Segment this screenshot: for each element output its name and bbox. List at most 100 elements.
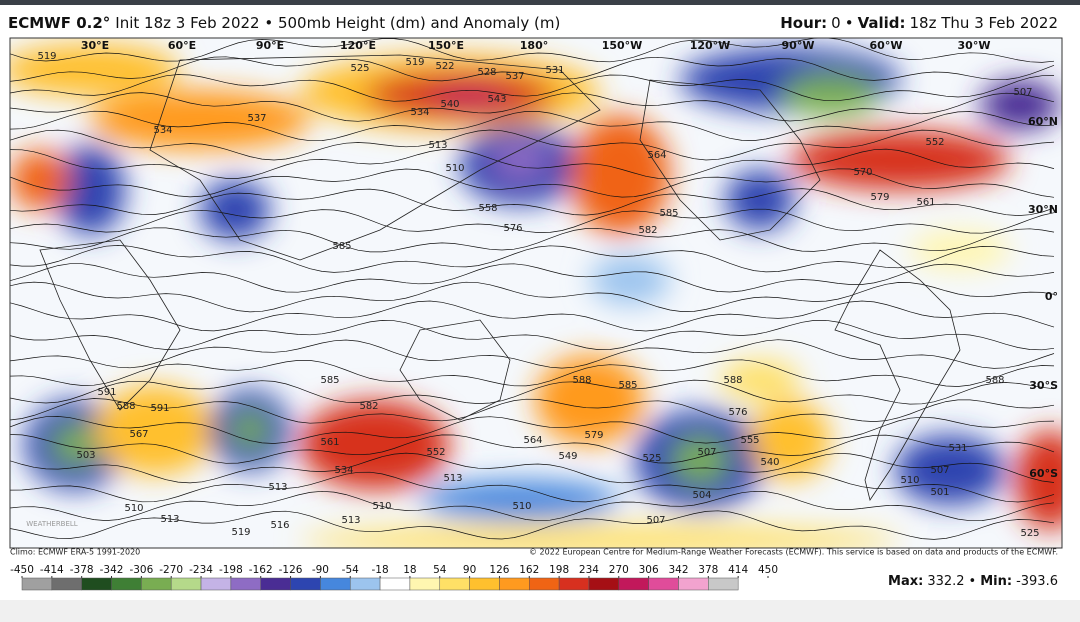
lon-label: 90°E (256, 39, 284, 52)
contour-label: 552 (426, 447, 445, 458)
colorbar-tick-label: -54 (342, 564, 359, 576)
contour-label: 513 (268, 482, 287, 493)
contour-line (10, 208, 1055, 234)
colorbar: -450 -414 -378 -342 -306 -270 -234 -198 -162 -126… (10, 564, 778, 591)
contour-line (10, 245, 1055, 273)
contour-label: 510 (124, 503, 143, 514)
contour-label: 561 (916, 197, 935, 208)
valid: 18z Thu 3 Feb 2022 (910, 14, 1058, 32)
contour-label: 576 (728, 407, 747, 418)
contour-label: 561 (320, 437, 339, 448)
contour-label: 585 (332, 241, 351, 252)
contour-label: 519 (405, 57, 424, 68)
colorbar-segment (469, 577, 500, 591)
hour-label: Hour: (780, 14, 827, 32)
colorbar-segment (290, 577, 321, 591)
contour-label: 588 (723, 375, 742, 386)
contour-label: 531 (545, 65, 564, 76)
colorbar-tick-label: -306 (129, 564, 153, 576)
colorbar-segment (558, 577, 590, 591)
colorbar-segment (51, 577, 82, 591)
colorbar-tick-label: -342 (100, 564, 124, 576)
contour-line (10, 110, 1055, 142)
contour-line (10, 281, 1055, 313)
lon-label: 120°W (690, 39, 731, 52)
contour-label: 564 (647, 150, 666, 161)
lon-label: 150°W (602, 39, 643, 52)
contour-line (10, 339, 1055, 369)
separator: • (845, 14, 854, 32)
anomaly-blob (490, 140, 550, 180)
copyright: © 2022 European Centre for Medium-Range … (529, 548, 1058, 557)
stats: Max: 332.2 • Min: -393.6 (888, 574, 1058, 589)
contour-label: 513 (341, 515, 360, 526)
contour-label: 507 (646, 515, 665, 526)
lon-label: 30°E (81, 39, 109, 52)
contour-line (10, 56, 1055, 82)
contour-label: 504 (692, 490, 711, 501)
colorbar-tick-label: 54 (433, 564, 447, 576)
contour-line (10, 471, 1055, 503)
init: Init 18z 3 Feb 2022 • 500mb Height (dm) … (115, 14, 560, 32)
colorbar-segment (349, 577, 381, 591)
contour-line (10, 92, 1055, 122)
contour-label: 558 (478, 203, 497, 214)
colorbar-tick-label: 126 (489, 564, 509, 576)
colorbar-segment (379, 577, 411, 591)
contour-label: 588 (985, 375, 1004, 386)
anomaly-blob (230, 410, 270, 450)
contour-label: 522 (435, 61, 454, 72)
colorbar-tick-label: -450 (10, 564, 34, 576)
anomaly-blob (300, 400, 450, 490)
header-left: ECMWF 0.2° Init 18z 3 Feb 2022 • 500mb He… (8, 14, 560, 32)
colorbar-tick-label: -234 (189, 564, 213, 576)
contour-label: 513 (160, 514, 179, 525)
colorbar-tick-label: 378 (698, 564, 718, 576)
anomaly-blob (200, 180, 270, 240)
contour-line (10, 359, 1055, 387)
anomaly-blob (750, 400, 830, 480)
colorbar-segment (21, 577, 53, 591)
coastline (399, 319, 511, 421)
lat-label: 30°N (1028, 203, 1058, 216)
lon-label: 90°W (782, 39, 815, 52)
contour-label: 540 (760, 457, 779, 468)
anomaly-blob (910, 230, 1010, 270)
colorbar-tick-label: -270 (159, 564, 183, 576)
lon-label: 180° (520, 39, 548, 52)
contour-label: 582 (359, 401, 378, 412)
colorbar-tick-label: 162 (519, 564, 539, 576)
contour-label: 501 (930, 487, 949, 498)
coastlines (39, 54, 961, 501)
colorbar-segment (141, 577, 172, 591)
colorbar-tick-label: -414 (40, 564, 64, 576)
contour-line (10, 168, 1055, 198)
contour-label: 543 (487, 94, 506, 105)
colorbar-tick-label: -162 (249, 564, 273, 576)
contour-label: 570 (853, 167, 872, 178)
contour-label: 537 (247, 113, 266, 124)
contour-labels: 519 525 519 522 528 537 543 531 540 534 537 534 513 5… (37, 51, 1039, 539)
contour-label: 540 (440, 99, 459, 110)
colorbar-segment (678, 577, 709, 591)
anomaly-blob (535, 355, 645, 445)
colorbar-tick-label: 198 (549, 564, 569, 576)
contour-line (10, 434, 1055, 464)
contour-label: 528 (477, 67, 496, 78)
anomaly-blob (50, 423, 100, 467)
anomaly-blob (430, 84, 510, 112)
contour-line (10, 319, 1055, 351)
contour-label: 582 (638, 225, 657, 236)
map-frame (9, 37, 1063, 549)
contour-label: 507 (930, 465, 949, 476)
colorbar-segment (111, 577, 142, 591)
anomaly-blob (55, 145, 125, 235)
colorbar-tick-label: 270 (609, 564, 629, 576)
contour-line (10, 379, 1055, 405)
colorbar-tick-label: 18 (403, 564, 416, 576)
contour-label: 585 (618, 380, 637, 391)
anomaly-blob (670, 435, 730, 485)
contour-label: 507 (1013, 87, 1032, 98)
lat-label: 0° (1045, 290, 1058, 303)
